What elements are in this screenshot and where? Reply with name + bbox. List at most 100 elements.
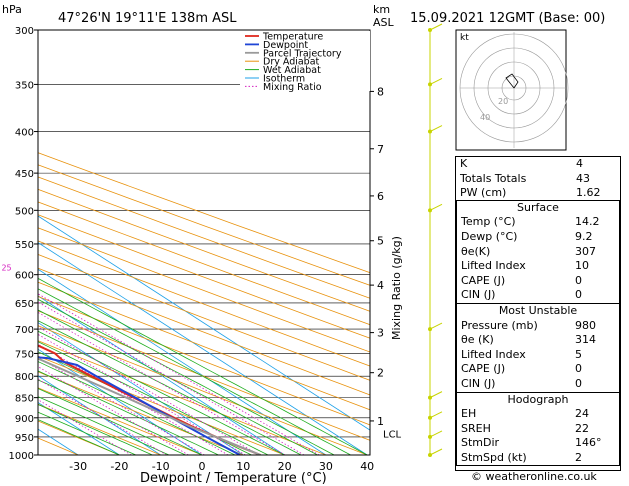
temperature-tick-label: 0 [199,460,206,473]
plot-frame [37,29,371,456]
index-value: 0 [575,273,582,287]
index-label: CAPE (J) [461,273,506,287]
index-row: CIN (J) 0 [457,377,619,392]
skewt-grid [38,30,370,455]
mixing-ratio-line [38,333,246,455]
index-value: 9.2 [575,229,593,243]
pressure-tick-label: 300 [15,26,34,37]
index-label: PW (cm) [460,186,507,200]
wet-adiabat-line [38,330,285,455]
wet-adiabat-line [38,396,170,455]
dry-adiabat-line [38,310,370,441]
mixing-ratio-line [38,293,320,455]
index-row: Lifted Index 10 [457,259,619,274]
hodograph-kt-label: kt [460,33,469,43]
index-row: Dewp (°C) 9.2 [457,230,619,245]
wind-barb-shaft [429,77,443,85]
index-label: StmDir [461,436,500,450]
index-row: PW (cm) 1.62 [456,186,620,201]
index-value: 5 [575,347,582,361]
date-title: 15.09.2021 12GMT (Base: 00) [410,11,605,26]
index-row: EH 24 [457,407,619,422]
temperature-tick-label: 40 [360,460,374,473]
wind-barb-shaft [429,411,443,419]
axes: 1234681015202530035040045050055060065070… [1,26,402,473]
index-value: 14.2 [575,215,600,229]
pressure-tick-label: 750 [15,349,34,360]
wet-adiabat-line [38,309,318,455]
index-label: SREH [461,421,491,435]
isotherm-line [38,295,285,455]
dry-adiabat-line [38,437,79,455]
km-label: km [373,3,390,16]
mixing-ratio-line [38,301,305,455]
pressure-tick-label: 600 [15,271,34,282]
dry-adiabat-line [38,387,203,455]
hodograph: kt 20 40 [455,29,569,151]
hodograph-title: Hodograph [507,392,569,406]
index-row: θe(K) 307 [457,245,619,260]
legend-entry: Wet Adiabat [263,65,321,76]
hodograph-ring-label: 40 [480,113,490,122]
isotherm-line [38,322,244,455]
index-value: 1.62 [576,186,601,200]
index-value: 43 [576,171,590,185]
dry-adiabat-line [38,403,161,455]
dry-adiabat-line [38,214,370,339]
index-label: Dewp (°C) [461,229,518,243]
x-axis-label: Dewpoint / Temperature (°C) [140,471,327,486]
wind-barb-shaft [429,203,443,211]
pressure-tick-label: 850 [15,394,34,405]
pressure-tick-label: 1000 [9,451,34,462]
wind-barb-shaft [429,448,443,456]
profiles [38,344,261,455]
index-label: K [460,157,468,170]
isotherm-line [38,215,370,431]
index-value: 314 [575,333,596,347]
index-label: Lifted Index [461,259,526,273]
wind-barb-shaft [429,125,443,132]
most-unstable-section: Most Unstable Pressure (mb) 980 θe (K) 314 L… [456,302,620,393]
legend-entry: Dewpoint [263,40,308,51]
wet-adiabat-line [38,341,269,455]
pressure-tick-label: 700 [15,325,34,336]
index-value: 0 [575,288,582,302]
dry-adiabat-line [38,267,370,396]
index-label: CIN (J) [461,376,496,390]
index-label: Temp (°C) [461,215,516,229]
index-value: 4 [576,157,583,170]
index-label: Lifted Index [461,347,526,361]
most-unstable-title: Most Unstable [498,303,578,317]
index-label: EH [461,407,477,421]
dry-adiabat-line [38,281,370,411]
km-tick-label: 3 [377,327,384,340]
pressure-tick-label: 550 [15,240,34,251]
surface-title: Surface [517,200,559,214]
km-tick-label: 4 [377,279,384,292]
wet-adiabat-line [38,277,368,455]
index-label: CAPE (J) [461,362,506,376]
wet-adiabat-line [38,404,153,455]
lcl-label: LCL [383,429,402,440]
km-tick-label: 7 [377,143,384,156]
top-indices: K 4 Totals Totals 43 PW (cm) 1.62 [456,157,620,201]
index-value: 10 [575,259,589,273]
index-row: CAPE (J) 0 [457,362,619,377]
legend-entry: Dry Adiabat [263,57,320,68]
wind-barb-shaft [429,322,443,330]
wet-adiabat-line [38,379,203,455]
temperature-tick-label: 10 [236,460,250,473]
km-tick-label: 5 [377,235,384,248]
hodograph-ring-label: 20 [498,97,508,106]
pressure-tick-label: 900 [15,414,34,425]
index-row: θe (K) 314 [457,333,619,348]
km-tick-label: 2 [377,367,384,380]
dry-adiabat-line [38,188,370,312]
legend-entry: Mixing Ratio [263,82,322,93]
index-label: CIN (J) [461,288,496,302]
index-value: 980 [575,318,596,332]
wet-adiabat-line [38,298,335,455]
